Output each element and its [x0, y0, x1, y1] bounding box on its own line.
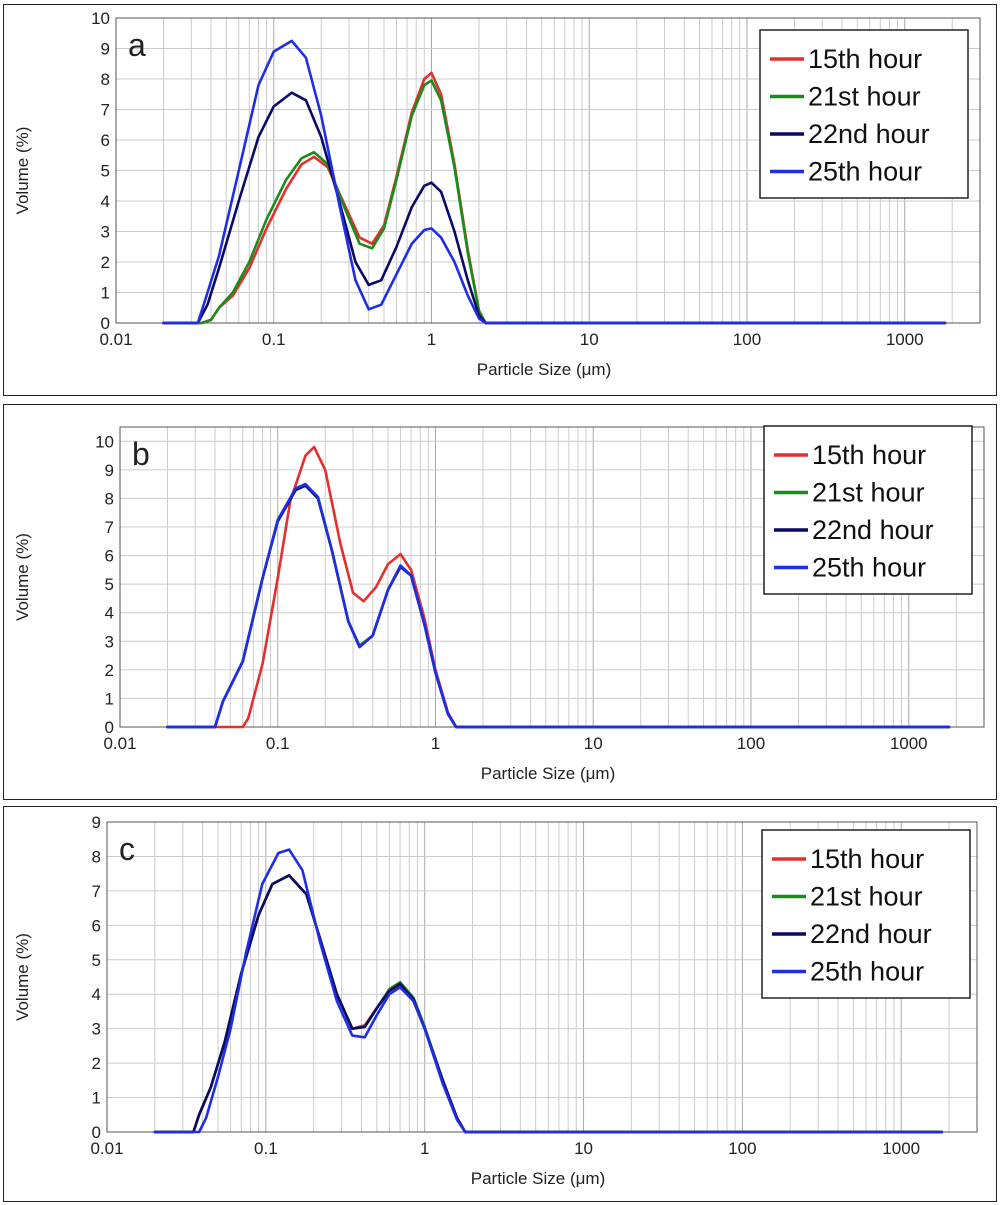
- x-tick-label: 1: [427, 330, 436, 349]
- y-tick-label: 8: [92, 847, 101, 866]
- y-tick-label: 4: [101, 192, 110, 211]
- y-axis-label: Volume (%): [13, 127, 32, 215]
- y-tick-label: 5: [105, 575, 114, 594]
- x-tick-label: 0.1: [262, 330, 286, 349]
- y-tick-label: 2: [105, 661, 114, 680]
- y-tick-label: 4: [105, 604, 114, 623]
- legend-entry: 22nd hour: [808, 119, 930, 149]
- legend-entry: 22nd hour: [812, 515, 934, 545]
- y-tick-label: 7: [101, 101, 110, 120]
- y-tick-label: 0: [92, 1123, 101, 1142]
- x-tick-label: 0.1: [266, 734, 290, 753]
- y-tick-label: 3: [92, 1020, 101, 1039]
- x-tick-label: 10: [574, 1139, 593, 1158]
- x-tick-label: 1: [420, 1139, 429, 1158]
- y-tick-label: 9: [92, 813, 101, 832]
- y-tick-label: 6: [92, 916, 101, 935]
- legend-entry: 21st hour: [808, 82, 921, 112]
- chart-svg-c: 0.01 0.1 1 10 100 1000 0 1 2 3 4 5 6 7 8 9 Particle Size…: [13, 813, 978, 1188]
- y-tick-label: 1: [105, 689, 114, 708]
- series-line-22nd-hour: [162, 91, 947, 325]
- y-tick-label: 4: [92, 985, 101, 1004]
- x-tick-label: 100: [728, 1139, 756, 1158]
- y-tick-label: 8: [105, 489, 114, 508]
- x-tick-label: 100: [737, 734, 765, 753]
- y-tick-label: 0: [105, 718, 114, 737]
- y-tick-label: 6: [105, 547, 114, 566]
- panel-label: b: [132, 436, 150, 472]
- x-tick-label: 0.01: [99, 330, 132, 349]
- y-tick-label: 10: [95, 432, 114, 451]
- y-tick-label: 2: [92, 1054, 101, 1073]
- legend-entry: 15th hour: [808, 44, 922, 74]
- series-group: [153, 848, 944, 1134]
- x-axis-label: Particle Size (μm): [477, 360, 611, 379]
- legend-entry: 25th hour: [810, 957, 924, 987]
- y-tick-label: 3: [101, 223, 110, 242]
- legend-entry: 22nd hour: [810, 919, 932, 949]
- y-tick-label: 5: [101, 162, 110, 181]
- x-tick-label: 100: [733, 330, 761, 349]
- legend-entry: 25th hour: [808, 157, 922, 187]
- y-tick-label: 7: [92, 882, 101, 901]
- x-tick-label: 10: [584, 734, 603, 753]
- panel-label: c: [119, 831, 135, 867]
- legend-entry: 21st hour: [812, 478, 925, 508]
- x-tick-label: 1: [431, 734, 440, 753]
- y-tick-label: 9: [101, 40, 110, 59]
- legend: 15th hour 21st hour 22nd hour 25th hour: [763, 425, 973, 595]
- y-axis-label: Volume (%): [13, 533, 32, 621]
- chart-svg-a: 0.01 0.1 1 10 100 1000 0 1 2 3 4 5 6 7 8 9 10 Particle Si…: [13, 9, 981, 379]
- y-tick-label: 9: [105, 461, 114, 480]
- y-tick-label: 10: [91, 9, 110, 28]
- series-group: [162, 39, 947, 325]
- series-line-25th-hour: [166, 482, 951, 729]
- x-tick-label: 0.01: [103, 734, 136, 753]
- y-tick-label: 1: [101, 284, 110, 303]
- x-tick-label: 1000: [890, 734, 928, 753]
- x-axis-label: Particle Size (μm): [471, 1169, 605, 1188]
- y-tick-label: 5: [92, 951, 101, 970]
- y-tick-label: 1: [92, 1089, 101, 1108]
- series-group: [166, 445, 951, 729]
- y-tick-label: 7: [105, 518, 114, 537]
- x-tick-label: 0.01: [90, 1139, 123, 1158]
- x-tick-label: 10: [580, 330, 599, 349]
- x-tick-label: 1000: [886, 330, 924, 349]
- panel-label: a: [128, 27, 146, 63]
- legend-entry: 15th hour: [810, 844, 924, 874]
- y-tick-label: 0: [101, 314, 110, 333]
- chart-svg-b: 0.01 0.1 1 10 100 1000 0 1 2 3 4 5 6 7 8 9 10 Particle Si…: [13, 425, 985, 783]
- x-tick-label: 0.1: [254, 1139, 278, 1158]
- series-line-25th-hour: [153, 848, 944, 1134]
- x-tick-label: 1000: [882, 1139, 920, 1158]
- legend: 15th hour 21st hour 22nd hour 25th hour: [761, 829, 971, 999]
- y-axis-label: Volume (%): [13, 933, 32, 1021]
- legend: 15th hour 21st hour 22nd hour 25th hour: [759, 29, 969, 199]
- chart-panel-b: 0.01 0.1 1 10 100 1000 0 1 2 3 4 5 6 7 8 9 10 Particle Si…: [3, 404, 997, 800]
- y-tick-label: 8: [101, 70, 110, 89]
- chart-panel-c: 0.01 0.1 1 10 100 1000 0 1 2 3 4 5 6 7 8 9 Particle Size…: [3, 806, 997, 1202]
- chart-panel-a: 0.01 0.1 1 10 100 1000 0 1 2 3 4 5 6 7 8 9 10 Particle Si…: [3, 4, 997, 396]
- series-line-25th-hour: [162, 39, 947, 325]
- series-line-21st-hour: [162, 79, 947, 325]
- y-tick-label: 2: [101, 253, 110, 272]
- legend-entry: 25th hour: [812, 553, 926, 583]
- y-tick-label: 3: [105, 632, 114, 651]
- legend-entry: 15th hour: [812, 440, 926, 470]
- x-axis-label: Particle Size (μm): [481, 764, 615, 783]
- legend-entry: 21st hour: [810, 882, 923, 912]
- y-tick-label: 6: [101, 131, 110, 150]
